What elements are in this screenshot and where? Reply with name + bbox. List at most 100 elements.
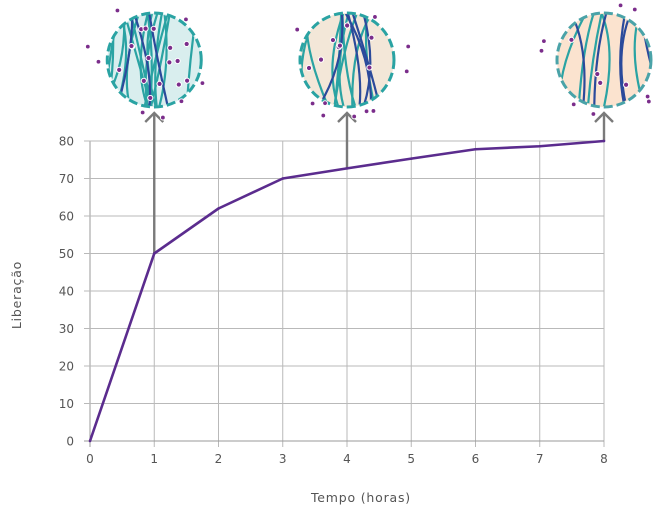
drug-dot	[150, 25, 157, 32]
drug-dot	[166, 59, 173, 66]
fiber-teal	[598, 14, 611, 106]
fiber-blue	[593, 14, 609, 106]
series-point	[345, 167, 349, 170]
drug-dot	[128, 42, 135, 50]
x-axis-label: Tempo (horas)	[310, 490, 411, 505]
drug-dot	[329, 36, 337, 44]
matrix-illustrations	[84, 2, 653, 121]
arrow-head	[594, 111, 614, 123]
released-drug-dot	[159, 114, 166, 121]
series-point	[88, 439, 92, 443]
x-tick-label: 0	[86, 452, 94, 466]
drug-dot	[147, 94, 154, 102]
drug-dot	[167, 44, 174, 51]
y-tick-label: 20	[59, 360, 74, 374]
x-tick-label: 7	[536, 452, 544, 466]
released-drug-dot	[541, 38, 547, 44]
released-drug-dot	[570, 101, 577, 108]
drug-dot	[174, 57, 181, 65]
x-tick-label: 8	[600, 452, 608, 466]
series-point	[152, 252, 156, 255]
matrix-outline	[298, 11, 396, 109]
drug-dot	[622, 81, 630, 88]
released-drug-dot	[645, 98, 652, 105]
y-tick-label: 80	[59, 135, 74, 149]
drug-dot	[368, 34, 375, 41]
y-tick-label: 70	[59, 172, 74, 186]
fiber-teal	[577, 14, 597, 106]
y-axis-label: Liberação	[9, 261, 24, 329]
drug-dot	[140, 77, 147, 84]
fiber-teal	[332, 14, 343, 106]
series-layer	[88, 139, 606, 443]
drug-dot	[116, 66, 123, 73]
released-drug-dot	[322, 100, 328, 107]
series-point	[538, 144, 542, 148]
released-drug-dot	[538, 47, 545, 54]
released-drug-dot	[372, 14, 378, 20]
y-tick-label: 0	[66, 435, 74, 449]
y-tick-label: 30	[59, 322, 74, 336]
fiber-blue	[361, 14, 372, 106]
series-point	[602, 139, 606, 143]
released-drug-dot	[403, 68, 410, 75]
released-drug-dot	[294, 26, 301, 33]
released-drug-dot	[199, 80, 206, 87]
drug-dot	[156, 80, 163, 87]
drug-dot	[305, 64, 313, 72]
drug-dot	[175, 81, 182, 88]
released-drug-dot	[114, 7, 121, 14]
released-drug-dot	[363, 108, 370, 115]
released-drug-dot	[644, 93, 651, 100]
x-tick-label: 2	[215, 452, 223, 466]
matrix-outline	[105, 11, 203, 109]
released-drug-dot	[84, 43, 91, 50]
y-tick-label: 50	[59, 247, 74, 261]
series-point	[217, 207, 220, 210]
fiber-teal	[154, 14, 164, 106]
x-tick-label: 5	[407, 452, 415, 466]
drug-dot	[317, 56, 325, 63]
x-tick-label: 4	[343, 452, 351, 466]
released-drug-dot	[405, 43, 412, 50]
drug-dot	[594, 70, 601, 78]
grid	[84, 140, 605, 447]
y-tick-label: 40	[59, 285, 74, 299]
drug-dot	[344, 22, 351, 29]
drug-dot	[183, 77, 191, 84]
fiber-blue	[147, 14, 170, 106]
matrix-outline	[555, 11, 653, 109]
dense-fiber-matrix-icon	[84, 7, 206, 121]
fiber-teal	[338, 14, 351, 106]
released-drug-dot	[309, 100, 316, 107]
annotation-arrows	[144, 111, 614, 254]
released-drug-dot	[320, 112, 327, 119]
degraded-matrix-icon	[538, 2, 653, 117]
x-tick-label: 6	[472, 452, 480, 466]
released-drug-dot	[351, 113, 358, 120]
y-tick-label: 60	[59, 210, 74, 224]
drug-dot	[142, 25, 149, 32]
released-drug-dot	[617, 2, 624, 9]
released-drug-dot	[95, 58, 102, 65]
fiber-teal	[148, 14, 172, 106]
drug-dot	[597, 79, 604, 86]
arrow-head	[144, 111, 165, 123]
released-drug-dot	[590, 111, 597, 117]
x-tick-label: 1	[150, 452, 158, 466]
x-tick-label: 3	[279, 452, 287, 466]
released-drug-dot	[178, 98, 185, 105]
series-point	[474, 147, 477, 151]
released-drug-dot	[370, 108, 377, 114]
released-drug-dot	[183, 16, 189, 23]
released-drug-dot	[631, 6, 638, 13]
drug-dot	[183, 40, 190, 48]
fiber-teal	[156, 14, 168, 106]
fiber-blue	[131, 14, 152, 106]
drug-dot	[145, 54, 152, 62]
y-tick-label: 10	[59, 397, 74, 411]
fiber-teal	[586, 14, 604, 106]
drug-dot	[336, 42, 344, 49]
